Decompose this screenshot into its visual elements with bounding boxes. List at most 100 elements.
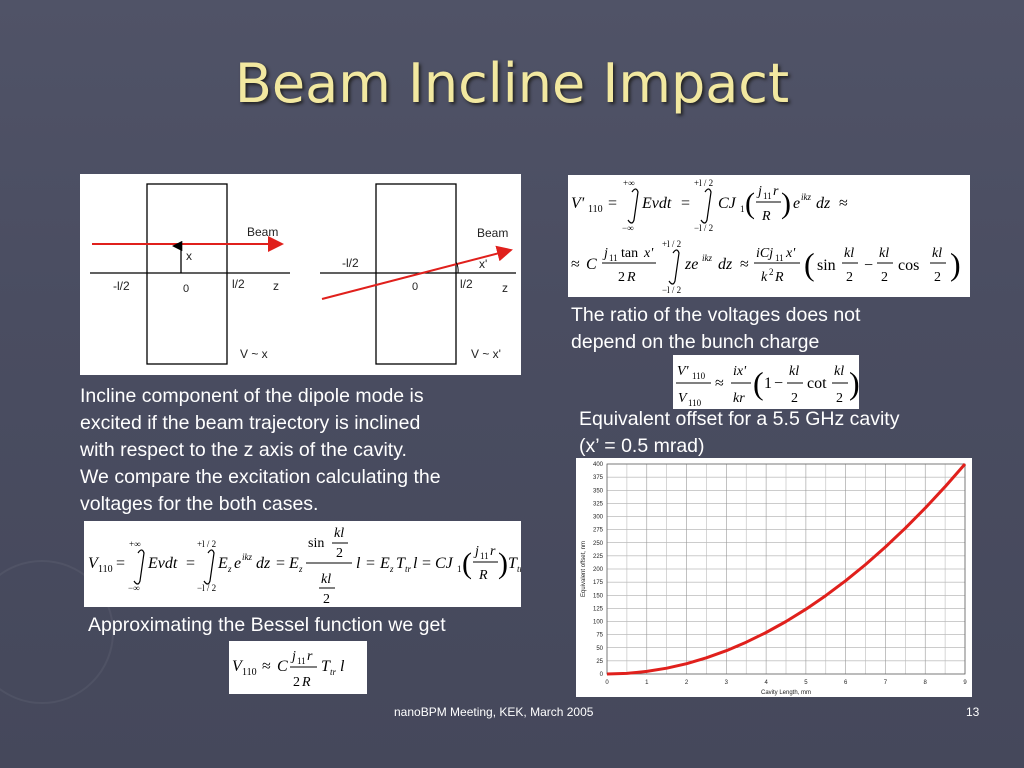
svg-text:2: 2 (769, 267, 774, 277)
svg-text:≈: ≈ (262, 658, 271, 675)
svg-text:tr: tr (330, 667, 337, 677)
svg-text:e: e (234, 555, 241, 572)
svg-text:−l / 2: −l / 2 (197, 583, 216, 593)
footer-meeting: nanoBPM Meeting, KEK, March 2005 (394, 705, 594, 719)
page-number: 13 (966, 705, 980, 719)
right-zero: 0 (412, 281, 418, 293)
svg-text:+l / 2: +l / 2 (694, 178, 713, 188)
svg-text:cos: cos (898, 257, 919, 274)
svg-text:C: C (586, 256, 597, 273)
svg-text:r: r (773, 184, 779, 199)
chart-y-tick-label: 0 (600, 672, 604, 678)
svg-text:kl: kl (789, 364, 799, 379)
chart-x-tick-label: 1 (645, 680, 649, 686)
svg-text:j: j (473, 544, 479, 559)
right-beam-label: Beam (477, 226, 508, 240)
svg-text:+l / 2: +l / 2 (197, 539, 216, 549)
left-v-x-label: V ~ x (240, 347, 268, 361)
svg-text:2: 2 (323, 592, 330, 607)
svg-text:T: T (396, 555, 406, 572)
svg-text:kl: kl (879, 246, 889, 261)
svg-text:dz: dz (816, 195, 831, 212)
chart-grid (606, 463, 966, 675)
svg-text:l: l (340, 658, 345, 675)
svg-text:11: 11 (480, 551, 489, 561)
svg-text:V': V' (677, 364, 690, 379)
chart-series-line (606, 463, 967, 676)
svg-text:1: 1 (457, 564, 462, 574)
svg-text:T: T (508, 555, 518, 572)
ratio-line: The ratio of the voltages does not (571, 304, 861, 326)
svg-text:x': x' (643, 246, 654, 261)
equation-ratio-svg: V' 110 V 110 ≈ ix' kr ( 1 − kl 2 cot kl … (676, 364, 860, 408)
svg-text:E: E (379, 555, 390, 572)
approx-text: Approximating the Bessel function we get (88, 614, 446, 636)
equation-vprime-110: V' 110 = +∞ −∞ Evdt = +l / 2 −l / 2 CJ 1… (568, 175, 970, 297)
svg-text:E: E (288, 555, 299, 572)
chart-y-axis-label: Equivalent offset, nm (581, 541, 587, 597)
svg-text:110: 110 (98, 564, 113, 575)
chart-y-tick-label: 350 (593, 488, 604, 494)
right-v-xprime-label: V ~ x' (471, 347, 501, 361)
svg-text:11: 11 (609, 253, 618, 263)
svg-text:V: V (678, 391, 688, 406)
svg-text:): ) (849, 365, 859, 401)
equation-vprime-110-svg: V' 110 = +∞ −∞ Evdt = +l / 2 −l / 2 CJ 1… (571, 178, 961, 295)
svg-text:+∞: +∞ (623, 178, 635, 188)
chart-x-tick-label: 4 (764, 680, 768, 686)
svg-text:dz: dz (256, 555, 271, 572)
incline-angle-arc (455, 261, 459, 274)
svg-text:=: = (186, 555, 195, 572)
slide-title: Beam Incline Impact (234, 52, 790, 115)
chart-ticks: 0255075100125150175200225250275300325350… (593, 462, 967, 686)
svg-text:z: z (389, 564, 394, 574)
paragraph-line: Incline component of the dipole mode is (80, 385, 424, 407)
paragraph-line: with respect to the z axis of the cavity… (80, 439, 407, 461)
svg-text:R: R (626, 270, 636, 285)
right-cavity-outline (375, 183, 457, 365)
svg-text:−: − (864, 257, 873, 274)
svg-text:Evdt: Evdt (147, 555, 178, 572)
paragraph-line: excited if the beam trajectory is inclin… (80, 412, 421, 434)
svg-text:+l / 2: +l / 2 (662, 239, 681, 249)
svg-text:=: = (276, 555, 285, 572)
svg-text:CJ: CJ (718, 195, 737, 212)
svg-text:V: V (88, 555, 100, 572)
svg-text:=: = (608, 195, 617, 212)
svg-text:1: 1 (740, 204, 745, 214)
ratio-text: The ratio of the voltages does not depen… (571, 302, 971, 356)
svg-text:kl: kl (834, 364, 844, 379)
chart-y-tick-label: 400 (593, 462, 604, 468)
svg-text:ikz: ikz (801, 192, 811, 202)
svg-text:(: ( (462, 547, 472, 580)
svg-text:j: j (602, 246, 608, 261)
svg-text:kl: kl (334, 526, 344, 541)
equation-v110-approx: V 110 ≈ C j 11 r 2 R T tr l (229, 641, 367, 694)
chart-series (606, 463, 967, 676)
equation-v110-approx-svg: V 110 ≈ C j 11 r 2 R T tr l (232, 649, 345, 690)
svg-text:110: 110 (688, 398, 702, 408)
svg-text:dz: dz (718, 256, 733, 273)
equation-ratio: V' 110 V 110 ≈ ix' kr ( 1 − kl 2 cot kl … (673, 355, 860, 409)
svg-text:cot: cot (807, 375, 827, 392)
chart-y-tick-label: 275 (593, 528, 604, 534)
svg-text:≈: ≈ (740, 256, 749, 273)
svg-text:kr: kr (733, 391, 745, 406)
svg-text:C: C (277, 658, 288, 675)
paragraph-line: We compare the excitation calculating th… (80, 466, 441, 488)
svg-text:T: T (321, 658, 331, 675)
svg-text:=: = (366, 555, 375, 572)
svg-text:−l / 2: −l / 2 (694, 223, 713, 233)
svg-text:Evdt: Evdt (641, 195, 672, 212)
chart-x-tick-label: 7 (884, 680, 888, 686)
svg-text:tr: tr (517, 564, 521, 574)
chart-y-tick-label: 50 (596, 646, 603, 652)
left-beam-label: Beam (247, 225, 278, 239)
svg-text:kl: kl (844, 246, 854, 261)
svg-text:R: R (761, 209, 771, 224)
chart-y-tick-label: 300 (593, 515, 604, 521)
svg-text:(: ( (804, 246, 815, 282)
svg-text:tan: tan (621, 246, 638, 261)
svg-text:−∞: −∞ (128, 583, 140, 593)
chart-x-axis-label: Cavity Length, mm (761, 690, 811, 696)
